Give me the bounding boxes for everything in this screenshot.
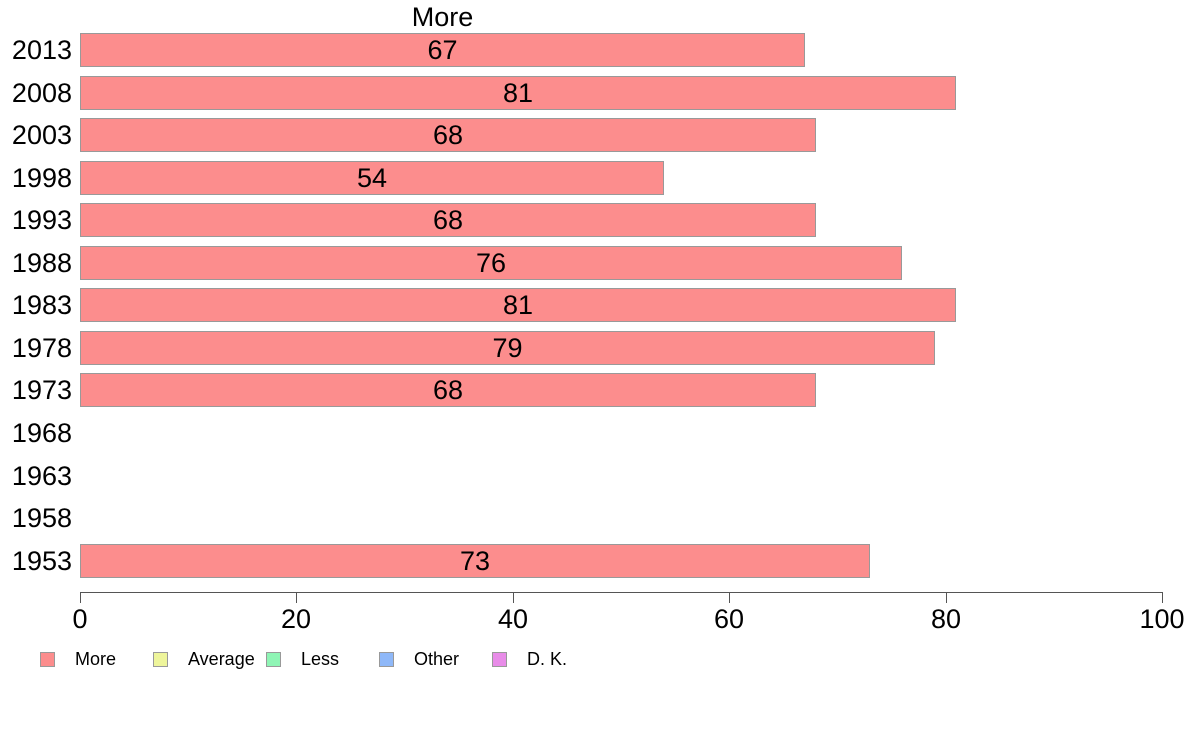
bar: 54 xyxy=(80,160,664,195)
legend-item: Other xyxy=(379,648,459,670)
bar: 76 xyxy=(80,245,902,280)
legend-label: Average xyxy=(188,649,255,669)
bar-value-label: 68 xyxy=(432,205,464,236)
bar: 81 xyxy=(80,75,956,110)
x-tick-mark xyxy=(296,592,297,603)
y-axis-category-label: 1988 xyxy=(11,247,72,278)
x-tick-mark xyxy=(513,592,514,603)
legend-swatch xyxy=(266,651,281,667)
x-tick-mark xyxy=(729,592,730,603)
bar: 68 xyxy=(80,203,816,238)
y-axis-category-label: 2008 xyxy=(11,77,72,108)
y-axis-category-label: 1983 xyxy=(11,290,72,321)
legend-item: More xyxy=(40,648,116,670)
x-axis-line xyxy=(80,592,1163,593)
bar-value-label: 76 xyxy=(475,247,507,278)
legend-swatch xyxy=(379,651,394,667)
chart-title: More xyxy=(411,2,474,32)
bar-value-label: 79 xyxy=(492,332,523,363)
bar: 81 xyxy=(80,288,956,323)
bar: 79 xyxy=(80,330,935,365)
x-tick-label: 40 xyxy=(497,604,529,634)
y-axis-category-label: 1973 xyxy=(11,375,72,406)
legend-item: Average xyxy=(153,648,255,670)
legend-label: Other xyxy=(414,649,460,669)
y-axis-category-label: 1998 xyxy=(11,162,72,193)
legend-label: Less xyxy=(301,649,340,669)
y-axis-category-label: 1978 xyxy=(11,332,72,363)
legend-swatch xyxy=(153,651,168,667)
y-axis-category-label: 1963 xyxy=(11,460,72,491)
legend-swatch xyxy=(40,651,55,667)
x-tick-label: 60 xyxy=(713,604,745,634)
legend-label: D. K. xyxy=(527,649,568,669)
legend-label: More xyxy=(75,649,117,669)
bar-value-label: 81 xyxy=(502,290,534,321)
bar-value-label: 68 xyxy=(432,120,464,151)
legend-swatch xyxy=(492,651,507,667)
y-axis-category-label: 2013 xyxy=(11,35,72,65)
y-axis-category-label: 2003 xyxy=(11,120,72,151)
x-tick-mark xyxy=(80,592,81,603)
legend-item: D. K. xyxy=(492,648,567,670)
bar-value-label: 67 xyxy=(427,35,458,65)
legend-item: Less xyxy=(266,648,339,670)
x-tick-mark xyxy=(946,592,947,603)
y-axis-category-label: 1968 xyxy=(11,417,72,448)
bar-value-label: 73 xyxy=(459,545,491,576)
bar: 68 xyxy=(80,118,816,153)
bar: 67 xyxy=(80,33,805,67)
bar-value-label: 81 xyxy=(502,77,534,108)
bar-value-label: 54 xyxy=(356,162,388,193)
x-tick-label: 80 xyxy=(930,604,962,634)
y-axis-category-label: 1993 xyxy=(11,205,72,236)
bar-value-label: 68 xyxy=(432,375,464,406)
bar: 68 xyxy=(80,373,816,408)
y-axis-category-label: 1953 xyxy=(11,545,72,576)
x-tick-label: 20 xyxy=(280,604,312,634)
y-axis-category-label: 1958 xyxy=(11,503,72,534)
bar: 73 xyxy=(80,543,870,578)
x-tick-label: 0 xyxy=(72,604,88,634)
x-tick-label: 100 xyxy=(1139,604,1185,634)
x-tick-mark xyxy=(1162,592,1163,603)
